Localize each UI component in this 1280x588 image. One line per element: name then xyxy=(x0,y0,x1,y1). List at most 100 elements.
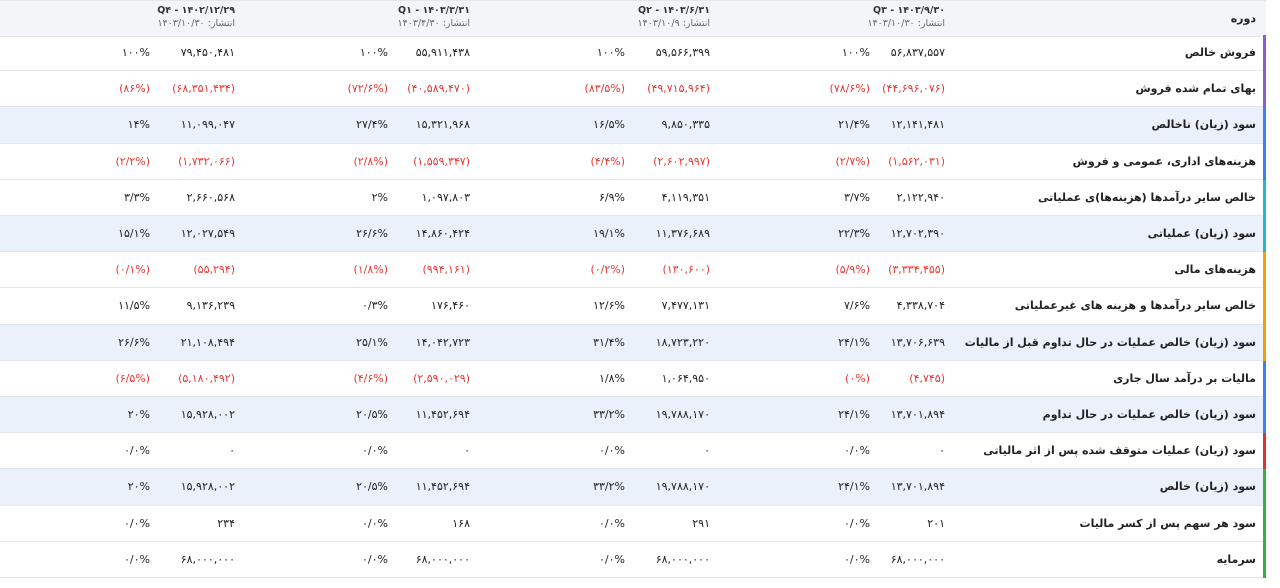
amount: (۵۵,۲۹۴) xyxy=(193,263,235,277)
period-published: انتشار: ۱۴۰۳/۱۰/۹ xyxy=(637,18,710,29)
amount: ۱۷۶,۴۶۰ xyxy=(431,299,470,313)
period-header: Q۲ - ۱۴۰۳/۶/۳۱ انتشار: ۱۴۰۳/۱۰/۹ xyxy=(638,4,710,30)
percent: ۲۴/۱% xyxy=(838,480,870,494)
table-row: هزینه‌های اداری، عمومی و فروش (۱,۵۶۲,۰۳۱)… xyxy=(0,144,1266,180)
percent: ۶/۹% xyxy=(599,190,625,204)
amount: ۱۸,۷۲۳,۲۲۰ xyxy=(655,335,710,349)
period-header: Q۱ - ۱۴۰۳/۳/۳۱ انتشار: ۱۴۰۳/۴/۳۰ xyxy=(398,4,470,30)
percent: ۲۰% xyxy=(127,480,150,494)
amount: ۱,۰۹۷,۸۰۳ xyxy=(421,190,470,204)
amount: ۱۴,۰۴۲,۷۲۳ xyxy=(415,335,470,349)
period-label: دوره xyxy=(1230,12,1256,25)
amount: ۱۱,۰۹۹,۰۴۷ xyxy=(180,118,235,132)
amount: (۱,۷۳۲,۰۶۶) xyxy=(178,154,235,168)
amount: ۱۳,۷۰۱,۸۹۴ xyxy=(890,480,945,494)
amount: (۱,۵۶۲,۰۳۱) xyxy=(888,154,945,168)
percent: ۳۳/۲% xyxy=(593,480,625,494)
percent: ۰/۰% xyxy=(124,552,150,566)
amount: ۱۹,۷۸۸,۱۷۰ xyxy=(655,480,710,494)
amount: ۱۲,۷۰۲,۳۹۰ xyxy=(890,227,945,241)
percent: ۲۴/۱% xyxy=(838,335,870,349)
header-row: دوره Q۳ - ۱۴۰۳/۹/۳۰ انتشار: ۱۴۰۳/۱۰/۳۰ Q۲ … xyxy=(0,0,1266,37)
amount: ۹,۱۳۶,۲۳۹ xyxy=(186,299,235,313)
amount: ۱۱,۴۵۲,۶۹۴ xyxy=(415,480,470,494)
row-label: خالص سایر درآمدها و هزینه های غیرعملیاتی xyxy=(1014,299,1256,313)
amount: (۲,۵۹۰,۰۲۹) xyxy=(413,371,470,385)
amount: ۵۵,۹۱۱,۴۳۸ xyxy=(415,46,470,60)
percent: ۱/۸% xyxy=(599,371,625,385)
percent: ۰/۳% xyxy=(362,299,388,313)
percent: (۲/۷%) xyxy=(835,154,870,168)
amount: ۴,۳۳۸,۷۰۴ xyxy=(896,299,945,313)
amount: ۱۶۸ xyxy=(452,516,470,530)
percent: ۲% xyxy=(371,190,388,204)
row-label: فروش خالص xyxy=(1184,46,1256,60)
percent: ۲۵/۱% xyxy=(356,335,388,349)
row-label: خالص سایر درآمدها (هزینه‌ها)ی عملیاتی xyxy=(1037,190,1256,204)
table-row: سود (زیان) عملیات متوقف شده پس از اثر ما… xyxy=(0,433,1266,470)
amount: ۱۴,۸۶۰,۴۲۴ xyxy=(415,227,470,241)
amount: ۷۹,۴۵۰,۴۸۱ xyxy=(180,46,235,60)
amount: ۰ xyxy=(704,444,710,458)
amount: ۰ xyxy=(229,444,235,458)
table-row: سود (زیان) عملیاتی ۱۲,۷۰۲,۳۹۰ ۲۲/۳% ۱۱,۳۷۶,… xyxy=(0,216,1266,253)
amount: ۲,۱۲۲,۹۴۰ xyxy=(896,190,945,204)
percent: ۰/۰% xyxy=(844,552,870,566)
row-label: سود (زیان) خالص xyxy=(1159,480,1256,494)
percent: ۱۰۰% xyxy=(121,46,150,60)
period-published: انتشار: ۱۴۰۳/۴/۳۰ xyxy=(397,18,470,29)
amount: ۱۵,۹۲۸,۰۰۲ xyxy=(180,480,235,494)
amount: ۲۳۴ xyxy=(217,516,235,530)
percent: ۱۰۰% xyxy=(841,46,870,60)
amount: ۱۳,۷۰۱,۸۹۴ xyxy=(890,408,945,422)
percent: ۰/۰% xyxy=(599,516,625,530)
period-title: Q۱ - ۱۴۰۳/۳/۳۱ xyxy=(398,5,470,16)
percent: (۲/۲%) xyxy=(115,154,150,168)
percent: (۱/۸%) xyxy=(353,263,388,277)
percent: ۰/۰% xyxy=(599,444,625,458)
row-label: مالیات بر درآمد سال جاری xyxy=(1113,371,1256,385)
row-stripe xyxy=(1263,252,1266,361)
amount: (۱۳۰,۶۰۰) xyxy=(662,263,710,277)
amount: ۶۸,۰۰۰,۰۰۰ xyxy=(655,552,710,566)
amount: (۴,۷۴۵) xyxy=(909,371,945,385)
amount: ۱۳,۷۰۶,۶۳۹ xyxy=(890,335,945,349)
period-published: انتشار: ۱۴۰۳/۱۰/۳۰ xyxy=(867,18,945,29)
table-row: فروش خالص ۵۶,۸۳۷,۵۵۷ ۱۰۰% ۵۹,۵۶۶,۳۹۹ ۱۰۰% ۵۵,… xyxy=(0,35,1266,72)
percent: (۸۶%) xyxy=(119,82,150,96)
percent: (۲/۸%) xyxy=(353,154,388,168)
amount: ۹,۸۵۰,۳۳۵ xyxy=(661,118,710,132)
table-row: سرمایه ۶۸,۰۰۰,۰۰۰ ۰/۰% ۶۸,۰۰۰,۰۰۰ ۰/۰% ۶۸,۰۰۰… xyxy=(0,542,1266,578)
amount: ۲۱,۱۰۸,۴۹۴ xyxy=(180,335,235,349)
amount: ۱۲,۰۲۷,۵۴۹ xyxy=(180,227,235,241)
percent: ۲۶/۶% xyxy=(118,335,150,349)
row-label: هزینه‌های مالی xyxy=(1174,263,1256,277)
amount: (۴۹,۷۱۵,۹۶۴) xyxy=(647,82,710,96)
percent: ۲۷/۴% xyxy=(356,118,388,132)
amount: ۲۹۱ xyxy=(692,516,710,530)
amount: ۱,۰۶۴,۹۵۰ xyxy=(661,371,710,385)
table-row: مالیات بر درآمد سال جاری (۴,۷۴۵) (۰%) ۱,۰۶۴… xyxy=(0,361,1266,397)
amount: ۵۹,۵۶۶,۳۹۹ xyxy=(655,46,710,60)
amount: ۰ xyxy=(939,444,945,458)
table-row: سود (زیان) خالص عملیات در حال تداوم ۱۳,۷۰… xyxy=(0,397,1266,434)
row-stripe xyxy=(1263,35,1266,108)
percent: ۳/۷% xyxy=(844,190,870,204)
percent: ۰/۰% xyxy=(844,516,870,530)
row-label: بهای تمام شده فروش xyxy=(1135,82,1256,96)
row-label: سود هر سهم پس از کسر مالیات xyxy=(1079,516,1256,530)
percent: ۰/۰% xyxy=(362,516,388,530)
period-header: Q۳ - ۱۴۰۳/۹/۳۰ انتشار: ۱۴۰۳/۱۰/۳۰ xyxy=(867,4,945,30)
period-published: انتشار: ۱۴۰۳/۱۰/۳۰ xyxy=(157,18,235,29)
amount: ۵۶,۸۳۷,۵۵۷ xyxy=(890,46,945,60)
period-title: Q۳ - ۱۴۰۳/۹/۳۰ xyxy=(873,5,945,16)
amount: (۹۹۴,۱۶۱) xyxy=(422,263,470,277)
percent: ۰/۰% xyxy=(844,444,870,458)
percent: (۷۲/۶%) xyxy=(347,82,388,96)
table-row: بهای تمام شده فروش (۴۴,۶۹۶,۰۷۶) (۷۸/۶%) (۴۹… xyxy=(0,71,1266,108)
percent: (۸۳/۵%) xyxy=(584,82,625,96)
amount: ۶۸,۰۰۰,۰۰۰ xyxy=(890,552,945,566)
percent: ۲۰/۵% xyxy=(356,480,388,494)
percent: (۰/۱%) xyxy=(115,263,150,277)
